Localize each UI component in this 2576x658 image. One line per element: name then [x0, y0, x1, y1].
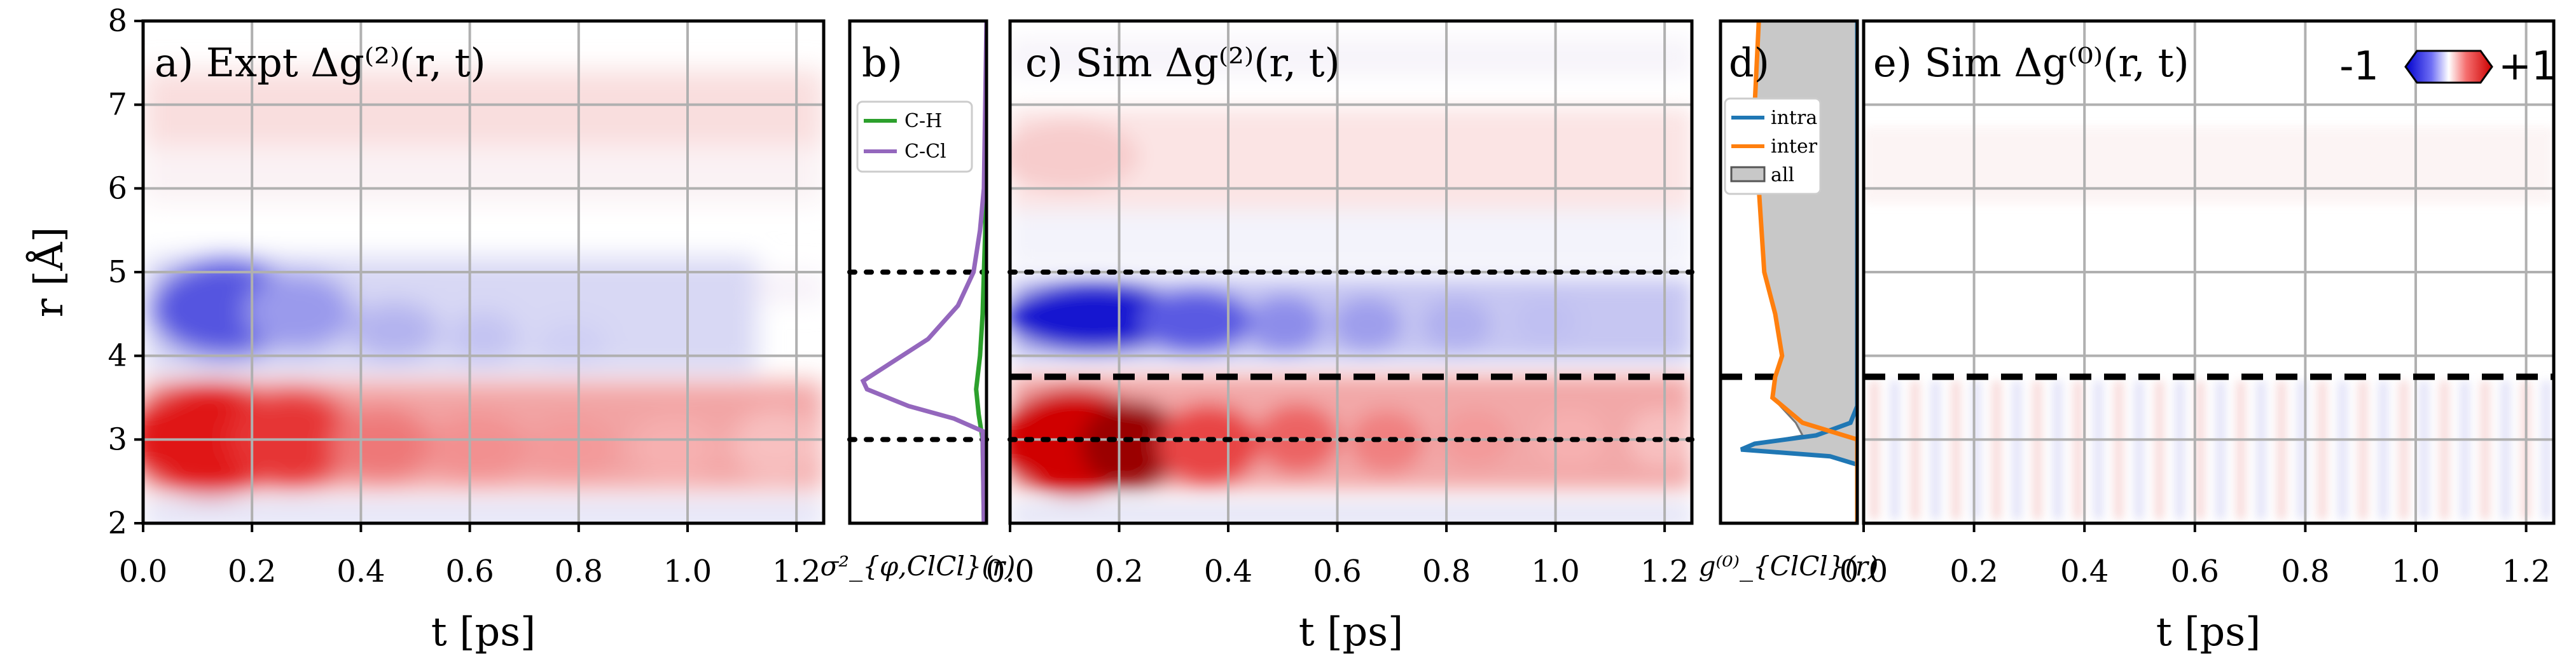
panel-b-frame [848, 19, 988, 525]
heatmap-stripe [2358, 381, 2367, 519]
panel-a-title: a) Expt Δg⁽²⁾(r, t) [155, 39, 486, 86]
panel-a-ylabel: r [Å] [25, 227, 72, 318]
legend-label-ccl: C-Cl [904, 141, 946, 163]
colorbar-bar [2404, 50, 2493, 84]
heatmap-stripe [2277, 381, 2286, 519]
heatmap-stripe [2460, 381, 2469, 519]
heatmap-stripe [2420, 381, 2428, 519]
x-tick-label: 0.8 [1422, 554, 1471, 589]
colorbar: -1 +1 [2339, 43, 2556, 89]
x-tick-label: 0.4 [1204, 554, 1252, 589]
heatmap-stripe [1951, 381, 1960, 519]
heatmap-stripe [2033, 381, 2042, 519]
y-tick-label: 5 [107, 254, 127, 290]
x-tick-label: 0.2 [228, 554, 276, 589]
heatmap-stripe [2012, 381, 2021, 519]
x-tick-label: 0.8 [2281, 554, 2329, 589]
heatmap-stripe [2155, 381, 2164, 519]
heatmap-stripe [1992, 381, 2001, 519]
x-tick-label: 0.4 [336, 554, 385, 589]
panel-d-title: d) [1729, 39, 1769, 86]
panel-d-legend: intra inter all [1724, 97, 1822, 195]
x-tick-label: 0.6 [2171, 554, 2219, 589]
heatmap-stripe [1911, 381, 1920, 519]
heatmap-stripe [2542, 381, 2551, 519]
panel-c-title: c) Sim Δg⁽²⁾(r, t) [1025, 39, 1340, 86]
x-tick-label: 0.2 [1949, 554, 1998, 589]
heatmap-stripe [1870, 381, 1879, 519]
panel-e-title: e) Sim Δg⁽⁰⁾(r, t) [1873, 39, 2189, 86]
heatmap-stripe [2501, 381, 2510, 519]
legend-label-intra: intra [1771, 107, 1817, 129]
tick-marks: 2 3 4 5 6 7 8 0.0 0.2 0.4 0.6 0.8 1.0 1.2 0.0 0.2 0.4 0.6… [107, 3, 2550, 589]
x-tick-label: 0.0 [1839, 554, 1888, 589]
heatmap-stripe [2094, 381, 2103, 519]
heatmap-stripe [2318, 381, 2327, 519]
x-tick-label: 1.2 [772, 554, 821, 589]
heatmap-stripe [1890, 381, 1899, 519]
panel-a-heatmap [143, 21, 824, 523]
x-tick-label: 0.6 [1313, 554, 1361, 589]
heatmap-stripe [2440, 381, 2449, 519]
x-tick-label: 1.0 [1531, 554, 1579, 589]
heatmap-stripe [2338, 381, 2347, 519]
x-tick-label: 0.4 [2060, 554, 2109, 589]
legend-label-all: all [1771, 164, 1794, 186]
heatmap-stripe [2135, 381, 2143, 519]
y-tick-label: 2 [107, 505, 127, 541]
x-tick-label: 1.2 [2502, 554, 2550, 589]
curve-intra [1740, 21, 1857, 523]
heatmap-stripe [2481, 381, 2489, 519]
y-tick-label: 3 [107, 422, 127, 457]
curve-ccl [860, 21, 987, 523]
panel-c-xlabel: t [ps] [1299, 608, 1404, 655]
panel-d-xlabel: g⁽⁰⁾_{ClCl}(r) [1699, 551, 1879, 582]
heatmap-stripe [2053, 381, 2062, 519]
x-tick-label: 0.6 [445, 554, 494, 589]
x-tick-label: 0.2 [1095, 554, 1143, 589]
panel-d-frame [1719, 19, 1859, 525]
heatmap-stripe [2257, 381, 2266, 519]
colorbar-min-label: -1 [2339, 43, 2379, 89]
heatmap-stripe [2236, 381, 2245, 519]
heatmap-stripe [2379, 381, 2388, 519]
panel-b-legend: C-H C-Cl [856, 100, 973, 173]
x-tick-label: 0.0 [986, 554, 1034, 589]
heatmap-stripe [2216, 381, 2225, 519]
legend-label-inter: inter [1771, 135, 1818, 158]
x-tick-label: 1.0 [2392, 554, 2440, 589]
panel-b-title: b) [862, 39, 903, 86]
x-tick-label: 1.0 [663, 554, 712, 589]
panel-c-frame [1008, 19, 1694, 525]
heatmap-stripe [1931, 381, 1940, 519]
heatmap-stripe [2399, 381, 2408, 519]
legend-patch-all [1730, 166, 1766, 182]
heatmap-stripe [2114, 381, 2123, 519]
y-tick-label: 8 [107, 3, 127, 39]
x-tick-label: 0.0 [119, 554, 167, 589]
heatmap-stripe [2175, 381, 2184, 519]
panel-b-xlabel: σ²_{φ,ClCl}(r) [821, 551, 1016, 582]
heatmap-stripe [2074, 381, 2082, 519]
y-tick-label: 6 [107, 170, 127, 206]
legend-label-ch: C-H [904, 110, 942, 132]
panel-e-xlabel: t [ps] [2156, 608, 2261, 655]
x-tick-label: 1.2 [1640, 554, 1689, 589]
colorbar-max-label: +1 [2498, 43, 2556, 89]
panel-a-xlabel: t [ps] [431, 608, 536, 655]
y-tick-label: 4 [107, 338, 127, 374]
x-tick-label: 0.8 [555, 554, 603, 589]
y-tick-label: 7 [107, 87, 127, 123]
heatmap-stripe [2196, 381, 2205, 519]
panel-e-frame [1862, 19, 2556, 525]
